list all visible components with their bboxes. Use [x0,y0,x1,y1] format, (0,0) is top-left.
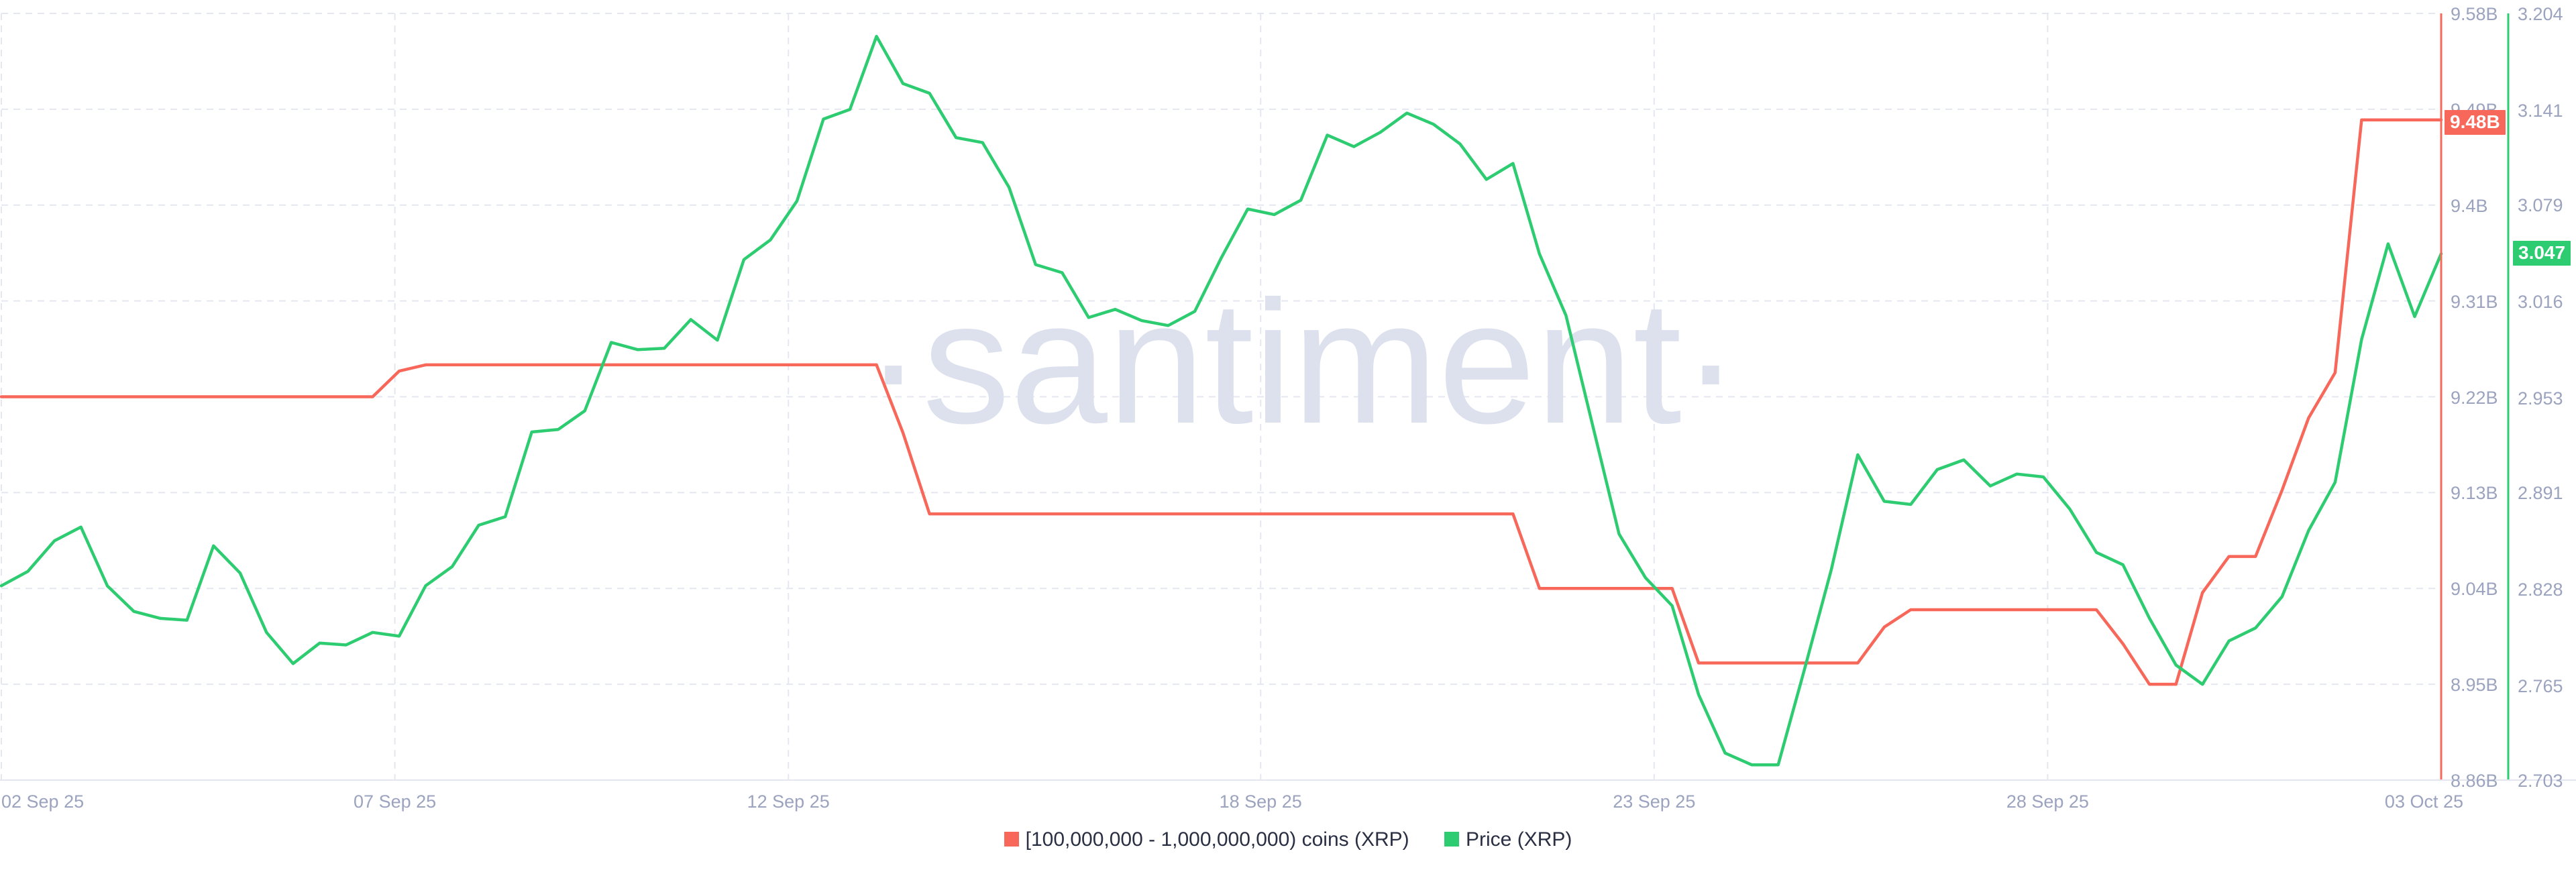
svg-text:·santiment·: ·santiment· [864,265,1739,460]
